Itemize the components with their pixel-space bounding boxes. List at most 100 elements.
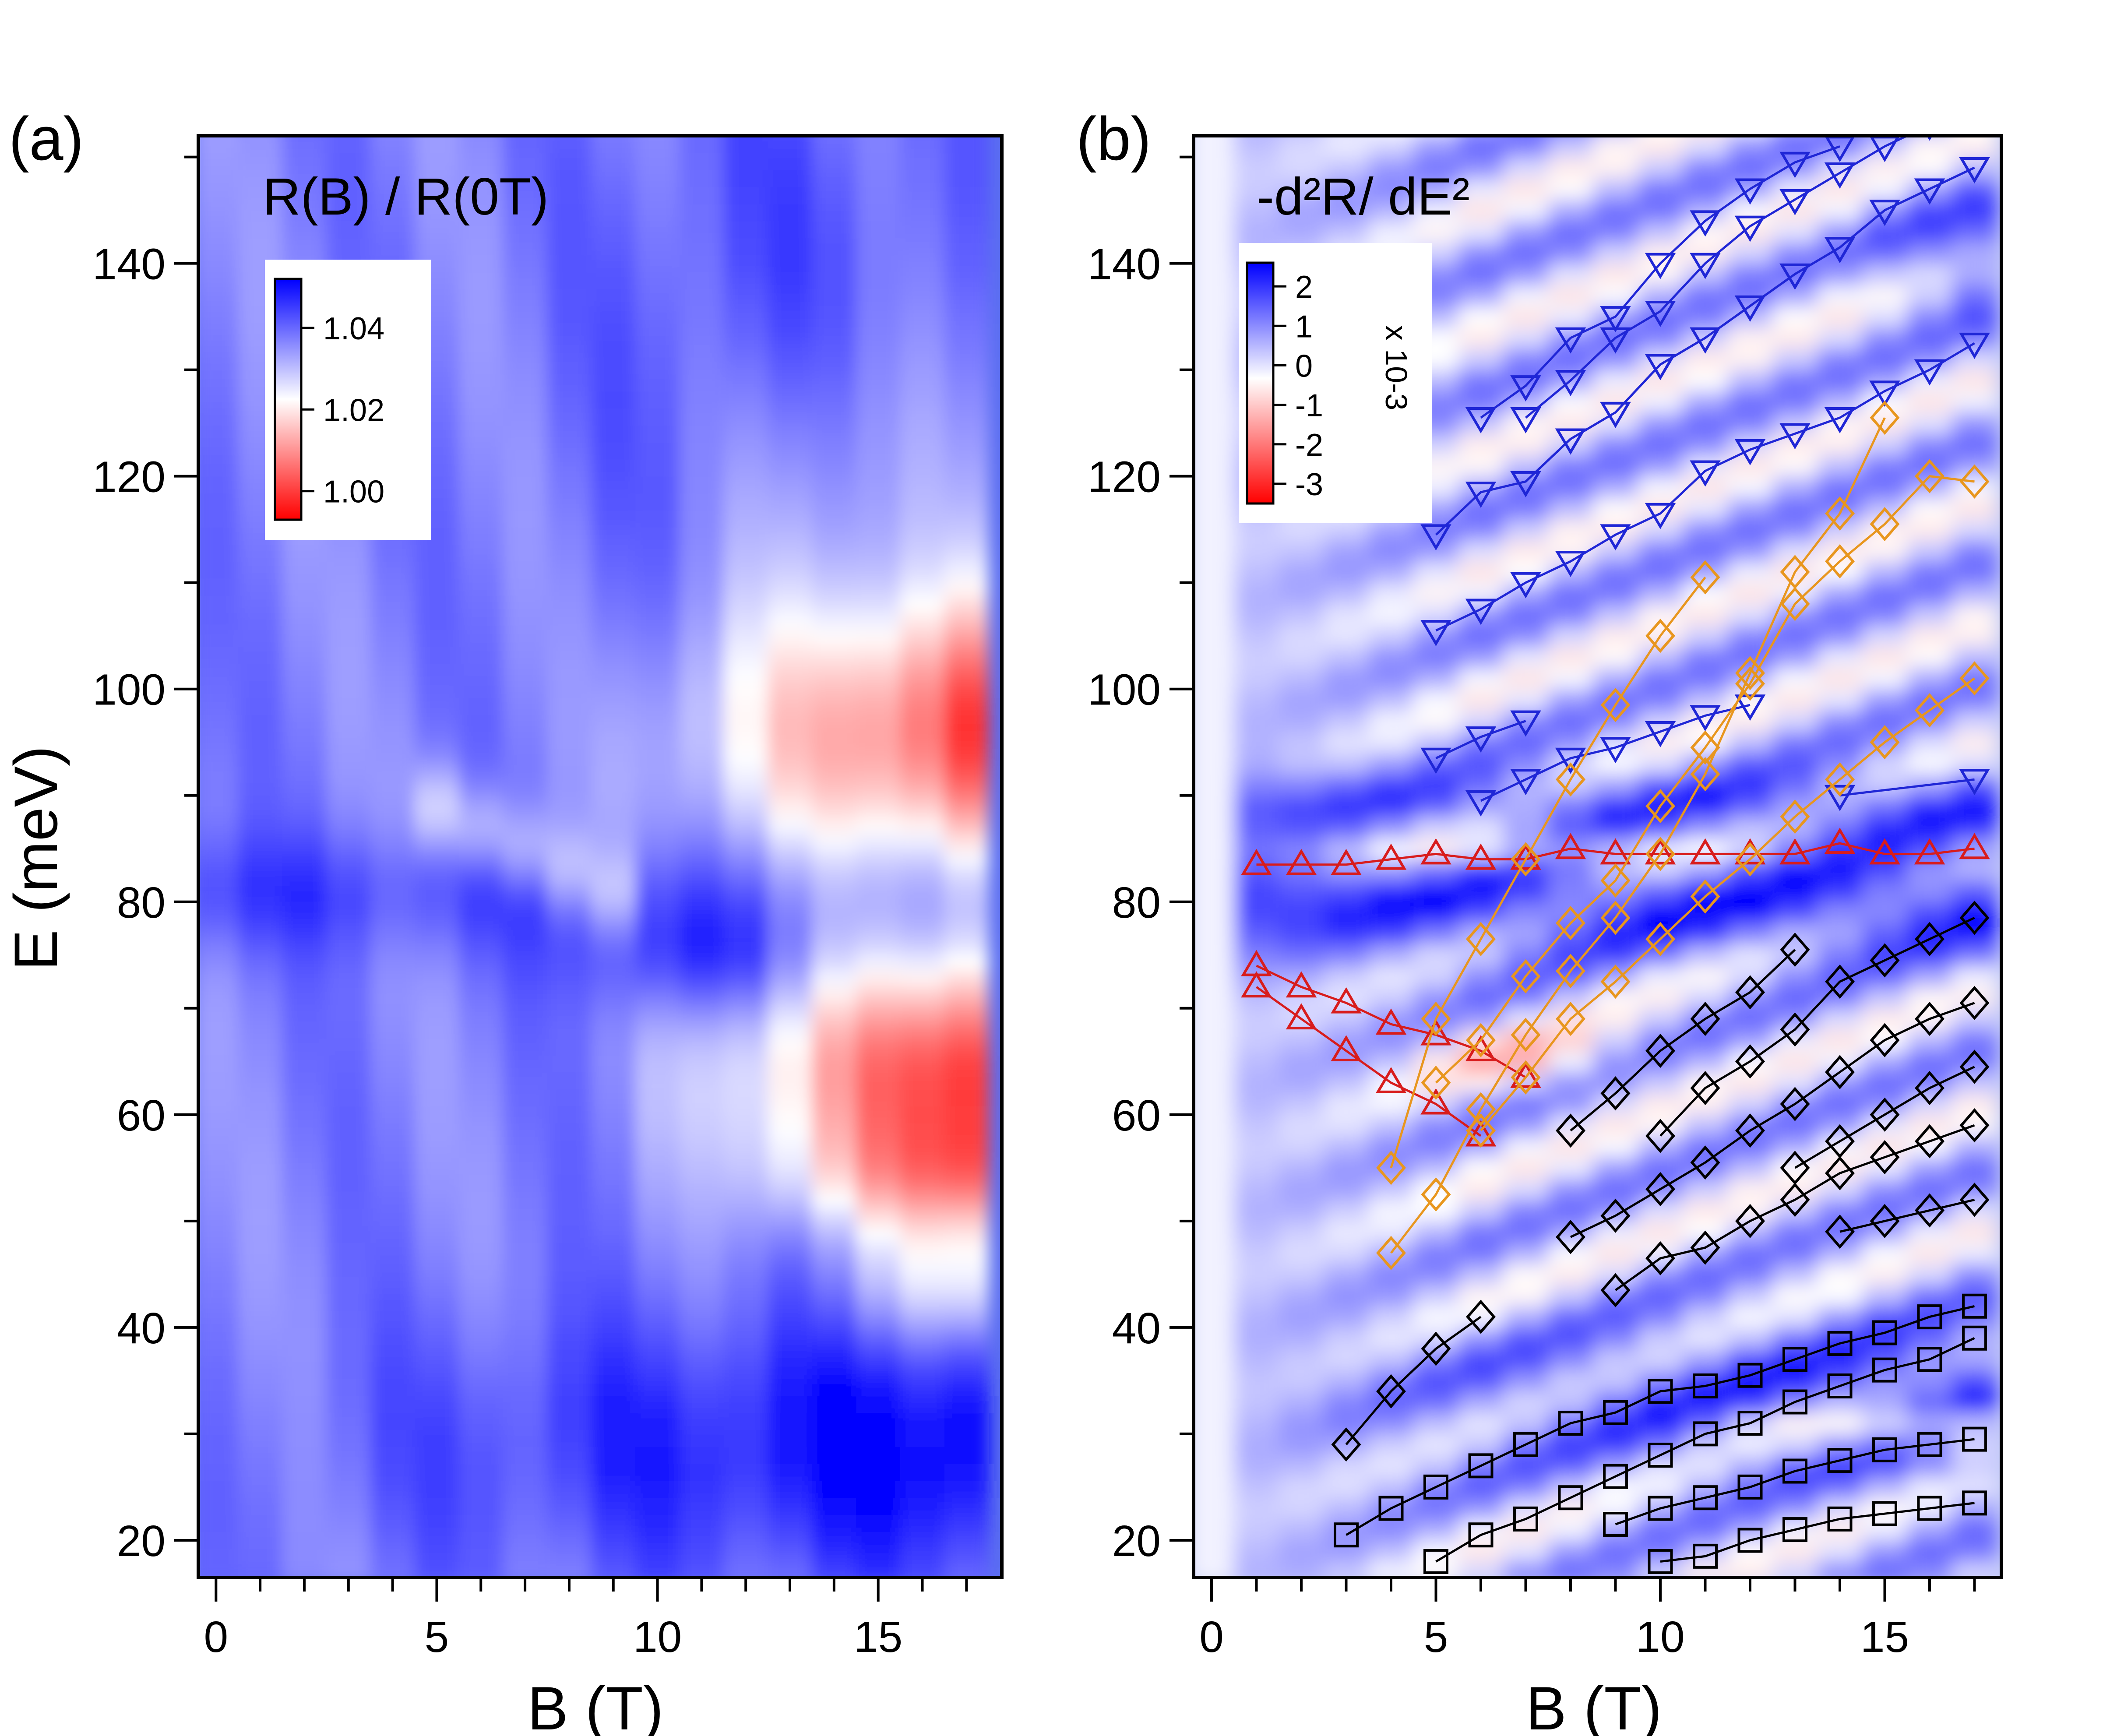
colorbar-tick-label: -2 — [1295, 428, 1323, 463]
series-line — [1256, 842, 1975, 866]
data-point — [1645, 1119, 1675, 1153]
data-point — [1556, 954, 1585, 988]
data-point — [1825, 1215, 1855, 1249]
colorbar-tick-label: 1 — [1295, 309, 1313, 344]
data-point — [1421, 1177, 1451, 1212]
y-tick-label: 140 — [92, 240, 166, 289]
data-point — [1959, 901, 1990, 935]
data-point — [1870, 725, 1900, 760]
y-tick-label: 80 — [117, 878, 166, 927]
data-point — [1556, 1220, 1585, 1254]
x-tick-label: 0 — [1199, 1613, 1224, 1662]
data-point — [1645, 721, 1676, 747]
series-line — [1570, 1002, 1975, 1238]
data-point — [1421, 1065, 1451, 1100]
data-point — [1962, 1490, 1987, 1516]
panel-b-frame — [1192, 134, 2003, 1579]
panel-a-frame — [197, 134, 1004, 1579]
data-point — [1510, 375, 1541, 402]
data-point — [1241, 849, 1272, 875]
data-point — [1600, 1198, 1631, 1233]
data-point — [1603, 1464, 1628, 1489]
series-line — [1615, 1124, 1975, 1291]
data-point — [1780, 799, 1810, 834]
x-tick-label: 5 — [1424, 1613, 1448, 1662]
series-line — [1256, 986, 1482, 1137]
data-point — [1556, 1002, 1585, 1036]
panel-a: 0 5 10 15 20 40 60 80 100 120 140 R(B) / R(0T) B (… — [1, 134, 1004, 1736]
data-point — [1735, 1204, 1765, 1238]
y-axis-label: E (meV) — [1, 746, 70, 970]
data-point — [1693, 1543, 1718, 1569]
x-tick-label: 0 — [204, 1613, 229, 1662]
y-tick-label: 20 — [117, 1517, 166, 1566]
data-point — [1959, 1183, 1990, 1217]
y-tick-label: 120 — [92, 453, 166, 502]
data-point — [1645, 838, 1676, 865]
data-point — [1555, 428, 1586, 455]
data-point — [1735, 975, 1765, 1010]
data-point — [1465, 843, 1497, 870]
data-point — [1420, 747, 1451, 774]
data-point — [1556, 906, 1585, 940]
data-point — [1825, 544, 1855, 579]
data-point — [1465, 482, 1497, 508]
data-point — [1241, 971, 1272, 998]
data-point — [1779, 423, 1811, 450]
data-point — [1915, 1124, 1944, 1159]
data-point — [1734, 295, 1766, 322]
data-point — [1286, 849, 1317, 875]
data-point — [1827, 1448, 1853, 1473]
data-point — [1782, 1389, 1807, 1415]
y-tick-label: 100 — [92, 666, 166, 715]
data-point — [1914, 838, 1945, 865]
data-point — [1690, 460, 1721, 487]
data-point — [1423, 1474, 1448, 1500]
series-line — [1525, 136, 1910, 419]
data-point — [1782, 1458, 1807, 1484]
data-point — [1870, 1140, 1900, 1175]
data-point — [1376, 1236, 1406, 1270]
series-line — [1435, 720, 1526, 759]
data-point — [1466, 922, 1496, 956]
data-point — [1827, 1373, 1853, 1399]
data-point — [1824, 407, 1856, 433]
data-point — [1645, 837, 1675, 871]
data-point — [1420, 620, 1451, 646]
panel-b-label: (b) — [1076, 104, 1151, 173]
data-point — [1376, 1151, 1406, 1185]
data-point — [1465, 726, 1497, 753]
data-point — [1690, 210, 1721, 237]
data-point — [1780, 1087, 1810, 1121]
data-point — [1959, 1108, 1990, 1143]
data-point — [1915, 1071, 1944, 1106]
data-point — [1870, 507, 1900, 542]
data-point — [1286, 971, 1317, 998]
x-tick-label: 15 — [1860, 1613, 1909, 1662]
panel-a-axes: 0 5 10 15 20 40 60 80 100 120 140 — [92, 155, 968, 1662]
data-point — [1737, 1411, 1763, 1436]
data-point — [1331, 849, 1362, 875]
data-point — [1511, 1018, 1541, 1052]
data-point — [1645, 253, 1676, 279]
x-tick-label: 5 — [425, 1613, 449, 1662]
data-point — [1600, 901, 1631, 935]
data-point — [1690, 1145, 1720, 1180]
data-point — [1915, 1193, 1944, 1228]
data-point — [1915, 922, 1944, 956]
data-point — [1555, 327, 1586, 354]
data-point — [1600, 1076, 1631, 1111]
data-point — [1780, 933, 1810, 967]
data-point — [1376, 1374, 1406, 1409]
data-point — [1959, 157, 1990, 183]
data-point — [1690, 757, 1720, 792]
y-tick-label: 20 — [1112, 1517, 1161, 1566]
data-point — [1648, 1443, 1673, 1468]
data-point — [1872, 1501, 1897, 1526]
data-point — [1914, 359, 1945, 386]
data-point — [1600, 1273, 1631, 1307]
data-point — [1962, 1293, 1987, 1319]
data-point — [1510, 471, 1541, 497]
data-point — [1420, 1019, 1451, 1046]
